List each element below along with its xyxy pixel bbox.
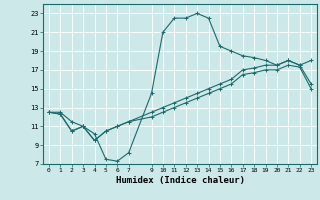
X-axis label: Humidex (Indice chaleur): Humidex (Indice chaleur) xyxy=(116,176,244,185)
